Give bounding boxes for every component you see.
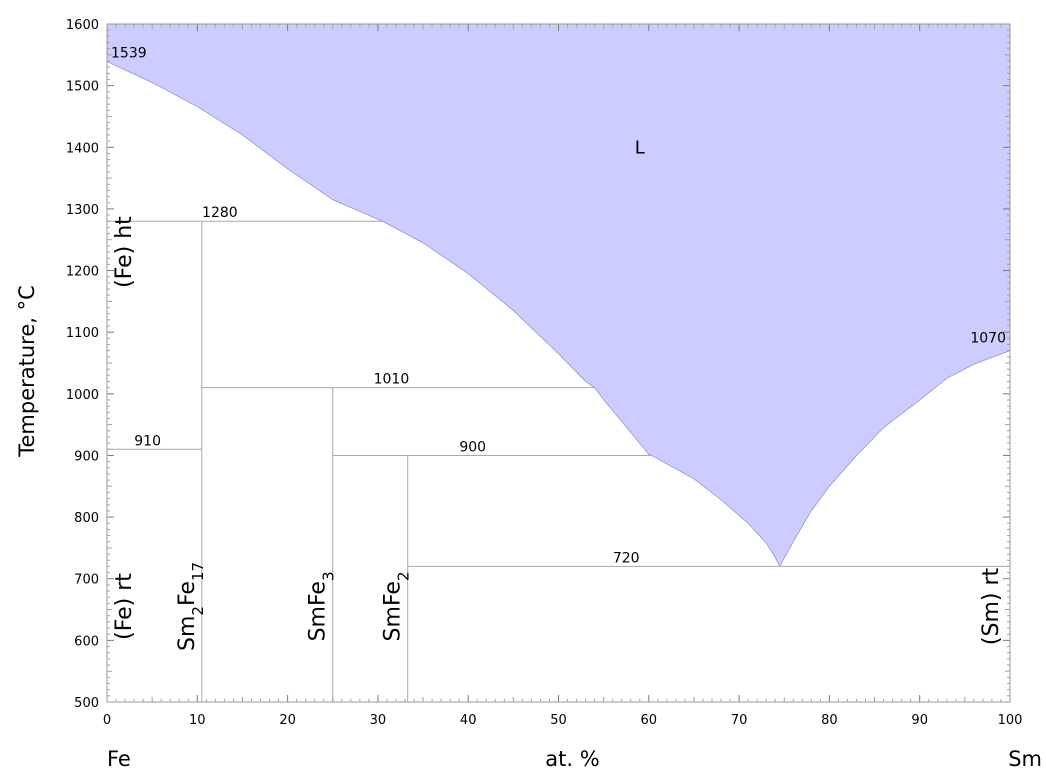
melting-point-label-1070: 1070 — [970, 331, 1006, 347]
phase-label-sm-rt: (Sm) rt — [979, 567, 1004, 645]
phase-label-fe-rt: (Fe) rt — [112, 573, 137, 640]
labels-layer: L (Fe) ht (Fe) rt (Sm) rt at. % Temperat… — [15, 18, 1042, 771]
x-tick-label: 90 — [911, 713, 928, 728]
x-tick-label: 60 — [641, 713, 658, 728]
x-tick-label: 0 — [103, 713, 111, 728]
x-tick-label: 20 — [279, 713, 296, 728]
y-tick-label: 1600 — [66, 18, 99, 33]
invariant-lines-layer — [107, 220, 1010, 702]
compound-label-smfe2: SmFe2 — [381, 571, 413, 641]
phase-label-fe-ht: (Fe) ht — [112, 216, 137, 288]
compound-label-sm2fe17: Sm2Fe17 — [175, 562, 207, 651]
y-tick-label: 1400 — [66, 141, 99, 156]
y-tick-label: 1000 — [66, 388, 99, 403]
y-tick-label: 1100 — [66, 326, 99, 341]
y-tick-label: 1200 — [66, 265, 99, 280]
x-tick-label: 50 — [550, 713, 567, 728]
x-tick-label: 10 — [189, 713, 206, 728]
x-tick-label: 30 — [370, 713, 387, 728]
liquid-region-layer — [106, 23, 1011, 568]
liquid-region — [106, 23, 1011, 568]
x-tick-label: 100 — [998, 713, 1023, 728]
left-element-label: Fe — [107, 747, 131, 771]
y-tick-label: 1300 — [66, 203, 99, 218]
y-tick-label: 600 — [74, 634, 99, 649]
y-axis-label: Temperature, °C — [15, 285, 39, 458]
x-tick-label: 40 — [460, 713, 477, 728]
y-tick-label: 700 — [74, 573, 99, 588]
y-tick-label: 500 — [74, 696, 99, 711]
melting-point-label-1539: 1539 — [111, 46, 147, 62]
compound-label-smfe3: SmFe3 — [306, 571, 338, 641]
invariant-label-1280: 1280 — [202, 205, 238, 221]
invariant-label-910: 910 — [134, 433, 161, 449]
plot-frame — [106, 23, 1011, 703]
right-element-label: Sm — [1008, 747, 1042, 771]
x-axis-label: at. % — [545, 747, 599, 771]
y-tick-label: 900 — [74, 449, 99, 464]
invariant-label-1010: 1010 — [374, 372, 410, 388]
x-tick-label: 80 — [821, 713, 838, 728]
liquid-phase-label: L — [635, 137, 645, 158]
invariant-label-720: 720 — [613, 550, 640, 566]
y-tick-label: 800 — [74, 511, 99, 526]
invariant-label-900: 900 — [459, 439, 486, 455]
y-tick-label: 1500 — [66, 80, 99, 95]
x-tick-label: 70 — [731, 713, 748, 728]
